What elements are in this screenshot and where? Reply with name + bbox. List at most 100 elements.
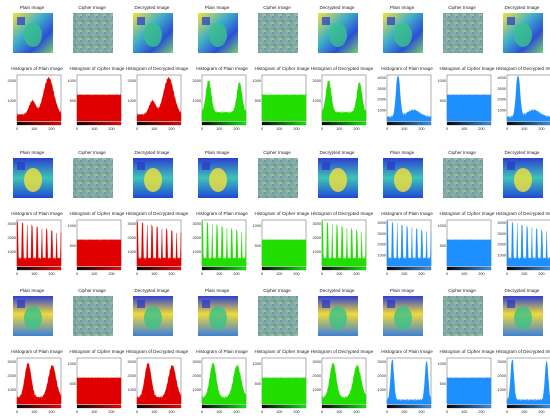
x-tick-label: 200 [108,127,114,131]
histogram-shape [321,363,367,405]
image-detail [514,23,532,47]
colorbar [321,121,367,126]
histogram-shape [506,220,550,267]
x-tick-label: 0 [136,272,138,276]
x-tick-label: 200 [48,410,54,414]
image-detail [137,17,145,25]
image-detail [202,162,210,170]
x-tick-label: 100 [401,410,407,414]
y-tick-label: 3000 [313,360,321,364]
histogram-title: Histogram of Plain Image [381,349,433,354]
x-tick-label: 200 [293,272,299,276]
colorbar [446,404,492,409]
histogram-title: Histogram of Decrypted Image [496,349,550,354]
colorbar [136,404,182,409]
histogram-title: Histogram of Decrypted Image [311,66,374,71]
image-title: Decrypted Image [320,288,355,293]
x-tick-label: 100 [151,410,157,414]
y-tick-label: 1000 [8,388,16,392]
histogram-title: Histogram of Decrypted Image [496,211,550,216]
image-detail [322,17,330,25]
image-title: Decrypted Image [505,288,540,293]
histogram-shape [261,238,307,267]
colorbar [136,121,182,126]
x-tick-label: 100 [216,410,222,414]
x-tick-label: 100 [91,272,97,276]
colorbar [261,404,307,409]
x-tick-label: 0 [506,410,508,414]
histogram-title: Histogram of Decrypted Image [126,66,189,71]
y-tick-label: 2000 [313,79,321,83]
x-tick-label: 200 [478,410,484,414]
histogram-shape [16,220,62,267]
image-title: Cipher Image [78,5,106,10]
image-title: Cipher Image [78,288,106,293]
x-tick-label: 0 [76,410,78,414]
x-tick-label: 200 [353,272,359,276]
x-tick-label: 100 [521,410,527,414]
y-tick-label: 3000 [378,87,386,91]
image-title: Decrypted Image [320,5,355,10]
colorbar [506,121,550,126]
image-detail [17,162,25,170]
histogram-title: Histogram of Cipher Image [440,211,495,216]
y-tick-label: 1000 [8,250,16,254]
y-tick-label: 1000 [8,99,16,103]
x-tick-label: 0 [16,272,18,276]
image-detail [24,168,42,192]
colorbar [201,404,247,409]
y-tick-label: 500 [70,244,76,248]
histogram-title: Histogram of Cipher Image [255,349,310,354]
y-tick-label: 3000 [498,232,506,236]
x-tick-label: 100 [91,410,97,414]
y-tick-label: 1000 [498,388,506,392]
colorbar [136,266,182,271]
image-title: Plain Image [390,288,415,293]
y-tick-label: 4000 [378,76,386,80]
image-detail [387,162,395,170]
cipher-image [443,158,483,198]
histogram-title: Histogram of Cipher Image [70,66,125,71]
y-tick-label: 3000 [8,360,16,364]
y-tick-label: 3000 [193,360,201,364]
cipher-image [258,13,298,53]
image-title: Plain Image [20,150,45,155]
x-tick-label: 100 [336,410,342,414]
histogram-shape [16,76,62,122]
y-tick-label: 2000 [313,236,321,240]
colorbar [261,121,307,126]
histogram-title: Histogram of Plain Image [381,66,433,71]
y-tick-label: 1000 [253,79,261,83]
y-tick-label: 2000 [193,236,201,240]
colorbar [506,266,550,271]
y-tick-label: 2000 [498,243,506,247]
y-tick-label: 1000 [68,224,76,228]
x-tick-label: 0 [201,272,203,276]
y-tick-label: 2000 [498,98,506,102]
plot-area [201,219,247,267]
x-tick-label: 0 [321,272,323,276]
x-tick-label: 100 [276,127,282,131]
image-detail [202,300,210,308]
cipher-image [443,13,483,53]
x-tick-label: 0 [506,272,508,276]
histogram-shape [136,76,182,122]
x-tick-label: 200 [418,127,424,131]
image-detail [137,162,145,170]
y-tick-label: 1000 [68,362,76,366]
histogram-title: Histogram of Plain Image [11,211,63,216]
image-title: Cipher Image [448,5,476,10]
x-tick-label: 200 [233,410,239,414]
image-title: Plain Image [20,288,45,293]
x-tick-label: 0 [136,410,138,414]
x-tick-label: 200 [538,127,544,131]
y-tick-label: 1000 [128,99,136,103]
x-tick-label: 100 [31,272,37,276]
image-title: Plain Image [390,5,415,10]
image-detail [507,300,515,308]
histogram-shape [386,359,432,405]
image-detail [394,168,412,192]
histogram-title: Histogram of Plain Image [196,211,248,216]
x-tick-label: 0 [261,410,263,414]
y-tick-label: 2000 [378,243,386,247]
